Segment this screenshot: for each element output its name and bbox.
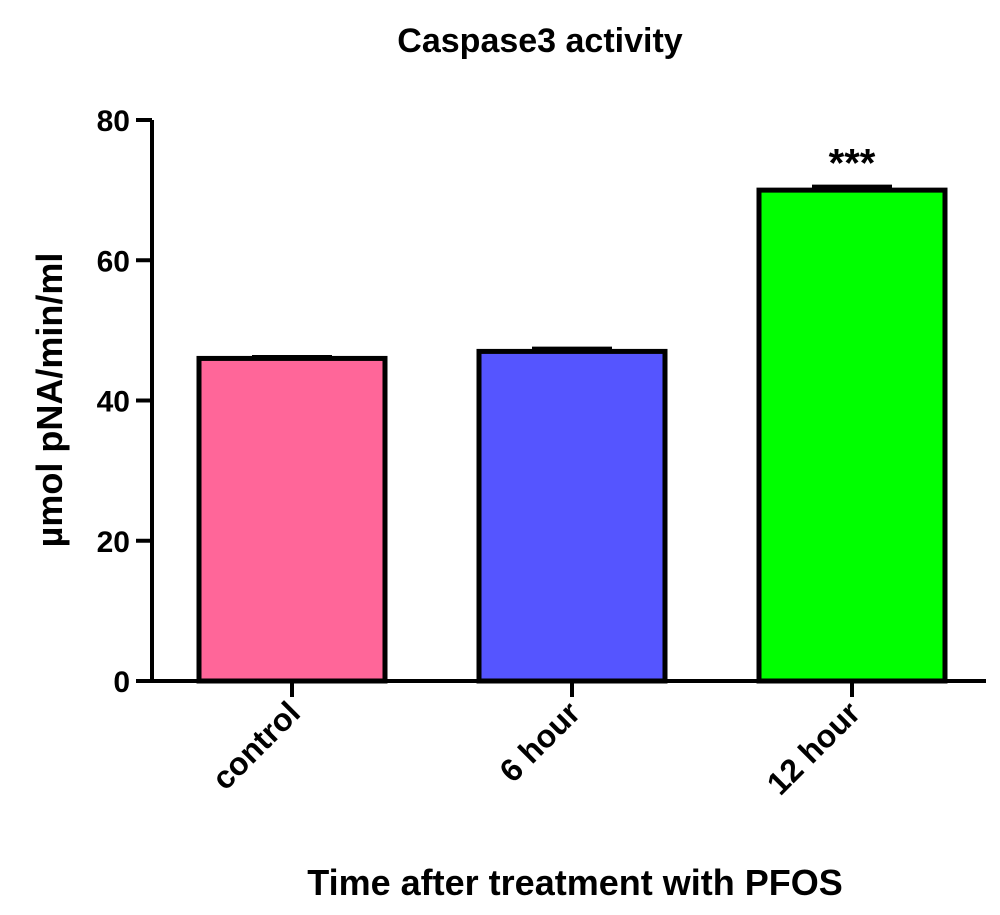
x-tick-label-12-hour: 12 hour — [760, 694, 867, 801]
x-tick-label-6-hour: 6 hour — [492, 694, 587, 789]
bar-12-hour — [756, 187, 948, 684]
x-tick-label-control: control — [205, 694, 307, 796]
y-axis-title: µmol pNA/min/ml — [29, 253, 70, 548]
bar-control — [196, 355, 388, 684]
significance-marker: *** — [829, 142, 876, 186]
y-tick-label: 80 — [97, 105, 130, 138]
y-tick-label: 40 — [97, 386, 130, 419]
bars-layer: *** — [196, 142, 948, 684]
y-tick-label: 0 — [113, 666, 130, 699]
x-axis-title: Time after treatment with PFOS — [307, 862, 842, 903]
y-tick-label: 20 — [97, 526, 130, 559]
y-tick-label: 60 — [97, 245, 130, 278]
chart-title: Caspase3 activity — [397, 22, 682, 60]
bar-6-hour — [476, 348, 668, 684]
